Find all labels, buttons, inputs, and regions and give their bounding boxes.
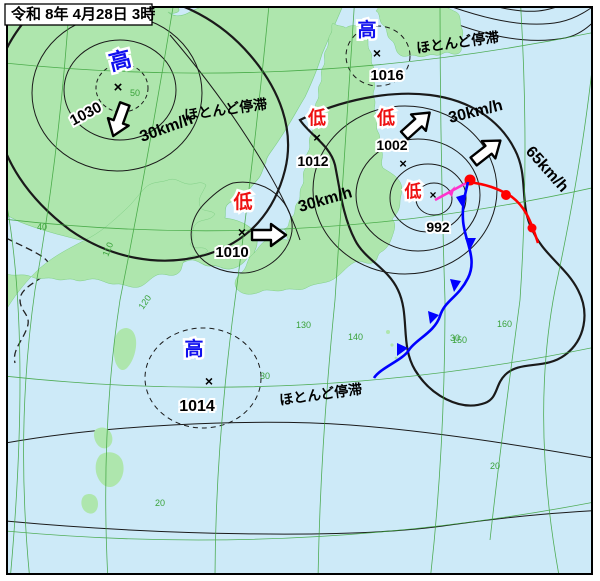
- svg-text:×: ×: [399, 156, 407, 171]
- svg-text:1014: 1014: [179, 398, 215, 415]
- svg-text:20: 20: [155, 498, 165, 508]
- svg-text:30: 30: [450, 333, 460, 343]
- svg-text:低: 低: [376, 107, 395, 128]
- svg-text:30: 30: [260, 371, 270, 381]
- svg-text:1012: 1012: [297, 153, 328, 169]
- svg-text:992: 992: [426, 219, 450, 235]
- svg-text:×: ×: [238, 224, 246, 240]
- svg-text:×: ×: [205, 373, 213, 389]
- svg-text:1016: 1016: [370, 67, 403, 84]
- svg-text:50: 50: [130, 88, 140, 98]
- svg-text:×: ×: [313, 130, 321, 145]
- svg-text:低: 低: [404, 181, 422, 201]
- svg-text:20: 20: [490, 461, 500, 471]
- svg-text:1010: 1010: [215, 244, 248, 261]
- svg-text:130: 130: [296, 320, 311, 330]
- svg-text:低: 低: [232, 190, 252, 213]
- svg-text:160: 160: [497, 319, 512, 329]
- svg-text:1002: 1002: [376, 137, 407, 153]
- svg-text:140: 140: [348, 332, 363, 342]
- svg-text:低: 低: [307, 107, 326, 128]
- svg-text:×: ×: [114, 79, 123, 96]
- svg-text:高: 高: [357, 18, 376, 41]
- svg-text:令和 8年 4月28日 3時: 令和 8年 4月28日 3時: [11, 5, 155, 23]
- svg-text:40: 40: [37, 222, 47, 232]
- svg-text:×: ×: [373, 45, 381, 61]
- svg-text:高: 高: [184, 337, 203, 360]
